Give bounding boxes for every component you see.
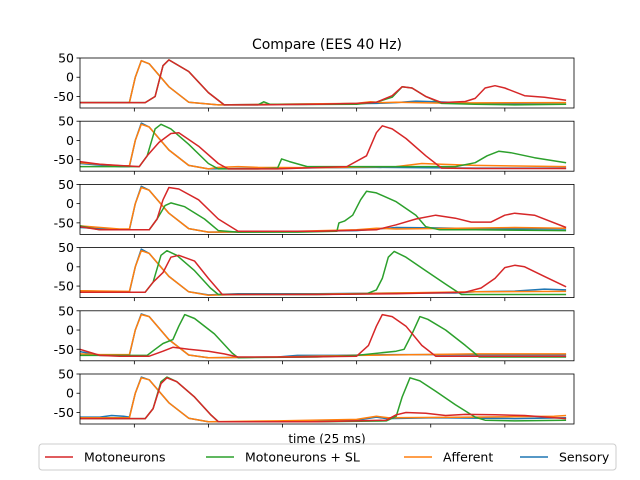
subplot-4: 50 0 -50 xyxy=(54,240,575,302)
axes-frame xyxy=(79,247,575,299)
y-tick-label: 0 xyxy=(66,386,74,401)
axes-frame xyxy=(79,120,575,172)
legend-entry-label: Sensory xyxy=(559,450,610,465)
subplot-3-lines xyxy=(80,185,567,233)
legend-entry-label: Motoneurons + SL xyxy=(245,450,360,465)
y-tick-label: 0 xyxy=(66,70,74,85)
y-tick-label: 0 xyxy=(66,133,74,148)
axes-frame xyxy=(79,57,575,109)
series-line-motoneurons xyxy=(80,313,567,358)
subplot-5-lines xyxy=(80,313,567,359)
y-tick-label: -50 xyxy=(54,152,74,167)
series-line-motoneurons-sl xyxy=(80,190,567,233)
series-line-motoneurons-sl xyxy=(80,123,567,170)
y-tick-label: 50 xyxy=(58,114,74,129)
subplot-3: 50 0 -50 xyxy=(54,177,575,238)
y-tick-label: 50 xyxy=(58,177,74,192)
y-tick-label: 0 xyxy=(66,196,74,211)
series-line-motoneurons xyxy=(80,125,567,170)
subplot-2-lines xyxy=(80,122,567,170)
y-tick-label: -50 xyxy=(54,89,74,104)
series-line-motoneurons xyxy=(80,186,567,233)
subplot-6-lines xyxy=(80,376,567,423)
legend-entry-label: Motoneurons xyxy=(84,450,165,465)
series-line-motoneurons xyxy=(80,254,567,296)
series-line-afferent xyxy=(80,186,567,233)
subplot-panels: 50 0 -50 50 0 -50 50 0 -50 50 0 -50 50 0 -50 50 0 -50 xyxy=(54,51,575,428)
y-tick-label: -50 xyxy=(54,215,74,230)
subplot-6: 50 0 -50 xyxy=(54,367,575,428)
subplot-1: 50 0 -50 xyxy=(54,51,575,112)
series-line-sensory xyxy=(80,248,567,296)
series-line-afferent xyxy=(80,249,567,297)
y-tick-label: 50 xyxy=(58,367,74,382)
series-line-motoneurons xyxy=(80,377,567,423)
y-tick-label: 0 xyxy=(66,323,74,338)
subplot-4-lines xyxy=(80,248,567,297)
y-tick-label: 50 xyxy=(58,51,74,66)
y-tick-label: -50 xyxy=(54,279,74,294)
legend-frame xyxy=(38,443,617,471)
legend-entry-label: Afferent xyxy=(443,450,493,465)
subplot-5: 50 0 -50 xyxy=(54,303,575,365)
y-tick-label: 0 xyxy=(66,259,74,274)
axes-frame xyxy=(79,310,575,362)
series-line-afferent xyxy=(80,59,567,106)
legend: Motoneurons Motoneurons + SL Afferent Senso… xyxy=(38,443,617,471)
series-line-motoneurons xyxy=(80,59,567,106)
subplot-1-lines xyxy=(80,59,567,106)
y-tick-label: 50 xyxy=(58,303,74,318)
y-tick-label: -50 xyxy=(54,405,74,420)
subplot-2: 50 0 -50 xyxy=(54,114,575,175)
series-line-sensory xyxy=(80,122,567,170)
figure-title: Compare (EES 40 Hz) xyxy=(252,37,402,53)
x-axis-label: time (25 ms) xyxy=(288,432,365,446)
axes-frame xyxy=(79,183,575,235)
series-line-afferent xyxy=(80,377,567,423)
y-tick-label: -50 xyxy=(54,342,74,357)
y-tick-label: 50 xyxy=(58,240,74,255)
series-line-afferent xyxy=(80,123,567,170)
axes-frame xyxy=(79,373,575,425)
